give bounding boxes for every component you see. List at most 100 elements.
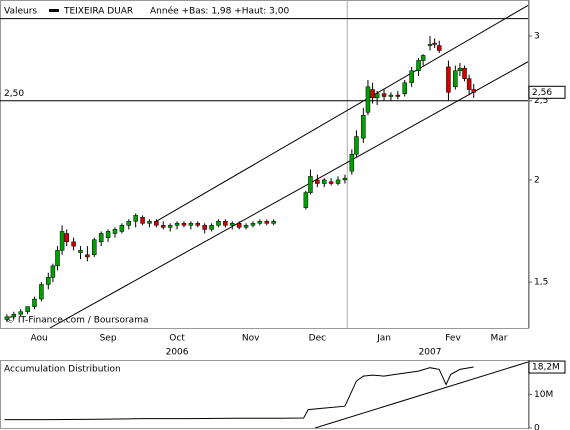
legend-swatch (49, 9, 59, 12)
candle-body (471, 89, 476, 93)
candle-body (46, 277, 51, 285)
candle-body (257, 221, 263, 224)
candle-body (315, 179, 320, 184)
last-value-box (528, 360, 566, 374)
candle-body (322, 179, 327, 184)
candle-body (243, 225, 249, 228)
candle-body (427, 44, 433, 46)
candle-body (250, 223, 256, 226)
x-tick-label: Jan (376, 334, 391, 344)
candle-body (4, 316, 10, 320)
last-value-label: 2,56 (532, 88, 552, 98)
plot-layer (4, 361, 528, 428)
trend-line (314, 361, 528, 428)
year-label: 2007 (419, 348, 442, 358)
candle-body (409, 70, 414, 83)
candle-body (370, 89, 375, 99)
candle-body (105, 231, 111, 238)
candle-body (466, 78, 472, 90)
last-value-box (528, 85, 566, 99)
candle-body (395, 94, 401, 97)
candle-body (39, 284, 44, 300)
candle-body (174, 223, 180, 226)
x-tick-label: Sep (100, 334, 117, 344)
candle-body (271, 221, 276, 224)
year-label: 2006 (166, 348, 189, 358)
candle-body (354, 136, 359, 155)
x-tick-label: Fev (445, 334, 461, 344)
candle-body (85, 254, 90, 258)
candle-body (420, 55, 426, 61)
candle-body (381, 93, 387, 97)
ad-title: Accumulation Distribution (4, 365, 121, 375)
candle-body (223, 221, 228, 226)
candle-body (11, 314, 17, 318)
last-value-label: 18,2M (532, 363, 560, 373)
ad-line (4, 366, 474, 421)
y-tick-label: 2 (534, 175, 540, 185)
plot-layer (0, 0, 528, 328)
candle-body (446, 66, 451, 93)
candle-body (349, 154, 355, 172)
candle-body (236, 223, 242, 228)
x-tick-label: Dec (309, 334, 326, 344)
x-tick-label: Aou (30, 334, 47, 344)
x-tick-label: Mar (491, 334, 508, 344)
candle-body (154, 221, 159, 226)
candle-body (457, 67, 463, 72)
candle-body (59, 231, 65, 251)
candle-body (18, 311, 23, 315)
y-tick-label: 1,5 (534, 278, 548, 288)
candle-body (303, 192, 309, 208)
trend-line (154, 4, 528, 223)
y-tick-label: 10M (534, 390, 553, 400)
candle-body (361, 114, 366, 139)
chart-title: Valeurs (4, 7, 37, 17)
chart-subtitle: Année +Bas: 1,98 +Haut: 3,00 (150, 6, 289, 17)
candle-body (188, 223, 194, 226)
legend-label: TEIXEIRA DUAR (63, 7, 133, 17)
candle-body (308, 176, 313, 193)
y-tick-label: 3 (534, 31, 540, 41)
candle-body (50, 265, 56, 278)
credit: © IT-Finance.com / Boursorama (6, 316, 148, 326)
candle-body (453, 70, 458, 88)
candle-body (335, 179, 341, 184)
candle-body (147, 221, 152, 224)
candle-body (64, 233, 69, 243)
candle-body (119, 225, 125, 232)
x-tick-label: Oct (169, 334, 185, 344)
candle-body (374, 93, 380, 99)
candle-body (436, 45, 442, 51)
candle-body (432, 42, 437, 45)
candle-body (195, 223, 201, 226)
candle-body (98, 233, 104, 243)
candle-body (161, 225, 166, 228)
y-tick-label: 0 (534, 424, 540, 430)
candle-body (365, 86, 371, 113)
candle-body (416, 60, 421, 72)
candle-body (264, 221, 270, 224)
candle-body (78, 250, 83, 253)
candle-body (230, 223, 235, 226)
candle-body (71, 241, 76, 247)
candle-body (216, 221, 221, 226)
candle-body (402, 82, 407, 94)
candle-body (32, 298, 37, 307)
candle-body (25, 306, 30, 312)
main-plot-frame (0, 0, 529, 329)
candle-body (209, 225, 214, 230)
candle-body (112, 229, 118, 234)
candle-body (342, 177, 348, 181)
candle-body (181, 223, 187, 226)
y-tick-label: 2,5 (534, 96, 548, 106)
candle-body (92, 239, 97, 256)
candle-body (328, 181, 334, 184)
x-tick-label: Nov (242, 334, 260, 344)
candle-body (133, 215, 138, 222)
reference-label: 2,50 (4, 89, 24, 99)
candle-body (462, 67, 467, 79)
trend-line (49, 61, 528, 328)
candle-body (55, 250, 60, 267)
